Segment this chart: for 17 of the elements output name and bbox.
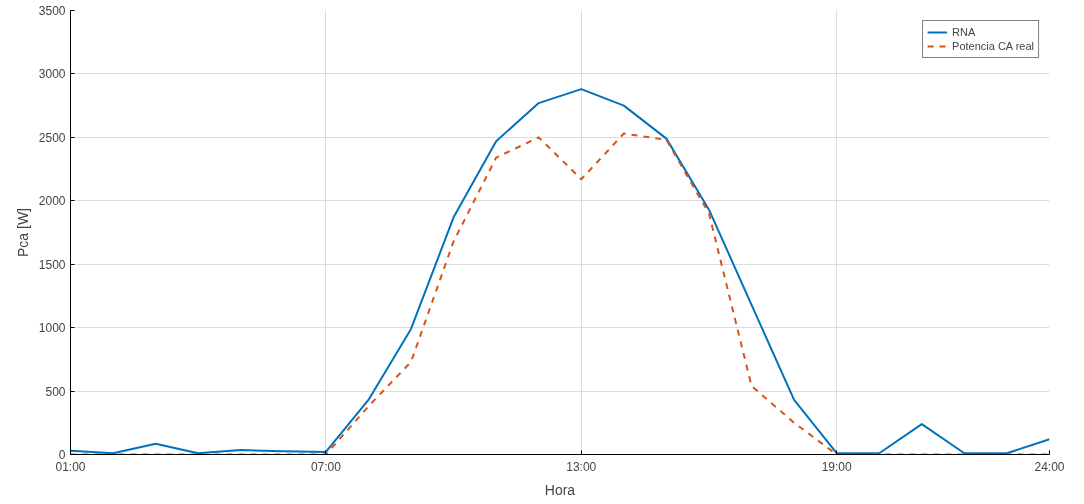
x-tick-label: 13:00	[566, 459, 597, 474]
y-tick-label: 3500	[38, 4, 66, 18]
y-tick-label: 2500	[38, 130, 66, 145]
y-tick-label: 1500	[38, 257, 66, 272]
y-tick-label: 3000	[38, 67, 66, 82]
y-tick-label: 500	[45, 384, 66, 399]
x-axis-title: Hora	[544, 481, 576, 498]
legend-label: RNA	[952, 25, 976, 39]
y-tick-label: 0	[58, 448, 66, 462]
x-tick-label: 07:00	[310, 459, 342, 474]
legend-label: Potencia CA real	[952, 39, 1034, 53]
x-tick-label: 19:00	[821, 459, 853, 474]
y-tick-label: 1000	[38, 321, 66, 336]
y-axis-title: Pca [W]	[14, 207, 31, 257]
y-tick-label: 2000	[38, 194, 66, 209]
x-tick-label: 01:00	[55, 459, 86, 474]
x-tick-label: 24:00	[1034, 459, 1065, 474]
